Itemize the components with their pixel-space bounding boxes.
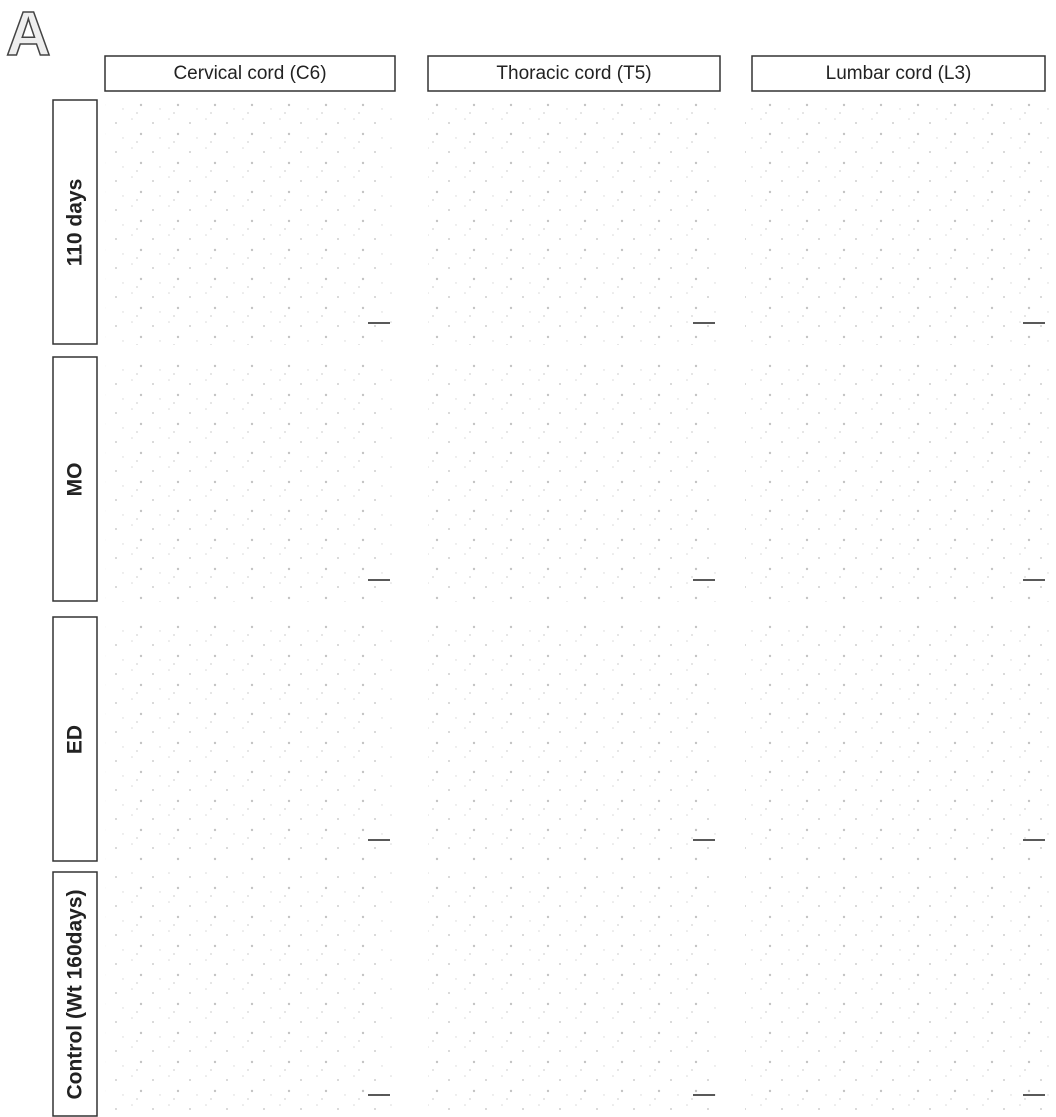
micrograph xyxy=(105,617,395,862)
column-header: Thoracic cord (T5) xyxy=(496,63,651,84)
micrograph xyxy=(745,617,1050,862)
micrograph xyxy=(428,357,720,602)
micrograph xyxy=(428,617,720,862)
row-label-box xyxy=(52,99,98,345)
micrograph xyxy=(745,357,1050,602)
row-label-box xyxy=(52,871,98,1117)
micrograph xyxy=(428,872,720,1117)
row-label-box xyxy=(52,616,98,862)
column-header-box xyxy=(427,55,721,92)
column-header-box xyxy=(104,55,396,92)
column-header: Lumbar cord (L3) xyxy=(826,63,972,84)
panel-label: A xyxy=(6,0,51,69)
row-label-box xyxy=(52,356,98,602)
row-label: Control (Wt 160days) xyxy=(64,889,87,1099)
column-header-box xyxy=(751,55,1046,92)
micrograph xyxy=(745,872,1050,1117)
column-header: Cervical cord (C6) xyxy=(173,63,326,84)
row-label: 110 days xyxy=(64,179,87,267)
row-label: ED xyxy=(64,725,87,754)
micrograph xyxy=(428,100,720,345)
micrograph xyxy=(105,872,395,1117)
row-label: MO xyxy=(64,463,87,497)
micrograph xyxy=(105,100,395,345)
micrograph xyxy=(745,100,1050,345)
micrograph xyxy=(105,357,395,602)
